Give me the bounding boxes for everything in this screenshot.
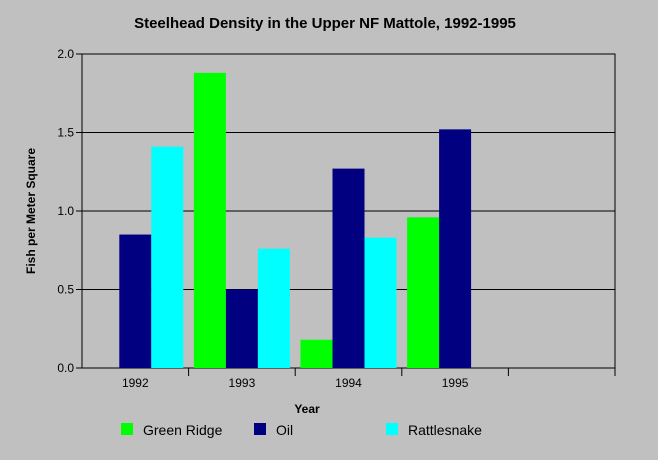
legend-swatch-green-ridge xyxy=(121,423,133,435)
chart-title: Steelhead Density in the Upper NF Mattol… xyxy=(134,15,516,32)
bar-oil-1995 xyxy=(439,129,472,368)
x-tick-label: 1994 xyxy=(335,376,362,390)
y-tick-label: 1.5 xyxy=(57,126,74,140)
legend-label-green-ridge: Green Ridge xyxy=(143,422,223,438)
y-tick-label: 2.0 xyxy=(57,47,74,61)
y-tick-label: 0.0 xyxy=(57,361,74,375)
legend-label-rattlesnake: Rattlesnake xyxy=(408,422,482,438)
y-tick-label: 0.5 xyxy=(57,283,74,297)
bar-green-ridge-1993 xyxy=(193,72,226,368)
legend-swatch-oil xyxy=(254,423,266,435)
bar-rattlesnake-1993 xyxy=(257,248,290,368)
y-tick-label: 1.0 xyxy=(57,204,74,218)
bar-rattlesnake-1994 xyxy=(364,237,397,368)
x-tick-label: 1993 xyxy=(229,376,256,390)
bar-oil-1994 xyxy=(332,168,365,368)
bar-rattlesnake-1992 xyxy=(151,146,184,368)
x-tick-label: 1995 xyxy=(442,376,469,390)
x-tick-label: 1992 xyxy=(122,376,149,390)
y-axis-label: Fish per Meter Square xyxy=(24,148,38,274)
bar-oil-1992 xyxy=(119,234,152,368)
bar-green-ridge-1995 xyxy=(407,217,440,368)
legend-swatch-rattlesnake xyxy=(386,423,398,435)
bar-green-ridge-1994 xyxy=(300,339,333,368)
legend-label-oil: Oil xyxy=(276,422,293,438)
bar-oil-1993 xyxy=(225,289,258,368)
x-axis-label: Year xyxy=(294,402,320,416)
